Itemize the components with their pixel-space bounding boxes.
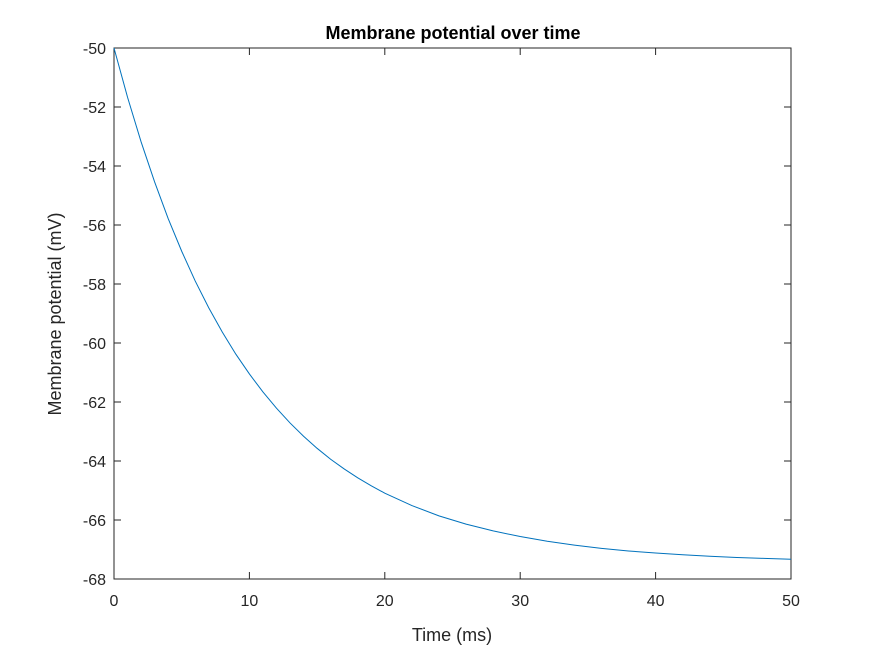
x-tick-label: 30	[511, 593, 529, 610]
chart-title: Membrane potential over time	[325, 23, 580, 43]
x-axis-label: Time (ms)	[412, 625, 492, 645]
y-tick-label: -56	[83, 218, 106, 235]
x-tick-label: 20	[376, 593, 394, 610]
x-axis-ticks: 0 10 20 30 40 50	[110, 48, 800, 610]
y-tick-label: -62	[83, 395, 106, 412]
x-tick-label: 0	[110, 593, 119, 610]
y-tick-label: -58	[83, 277, 106, 294]
y-axis-ticks: -50 -52 -54 -56 -58 -60 -62 -64 -66 -68	[83, 41, 791, 589]
x-tick-label: 40	[647, 593, 665, 610]
y-tick-label: -60	[83, 336, 106, 353]
y-axis-label: Membrane potential (mV)	[45, 212, 65, 415]
y-tick-label: -64	[83, 454, 106, 471]
y-tick-label: -54	[83, 159, 106, 176]
series-line	[113, 47, 792, 560]
y-tick-label: -66	[83, 513, 106, 530]
y-tick-label: -50	[83, 41, 106, 58]
y-tick-label: -52	[83, 100, 106, 117]
axes-box	[113, 47, 792, 580]
x-tick-label: 50	[782, 593, 800, 610]
x-tick-label: 10	[241, 593, 259, 610]
y-tick-label: -68	[83, 572, 106, 589]
